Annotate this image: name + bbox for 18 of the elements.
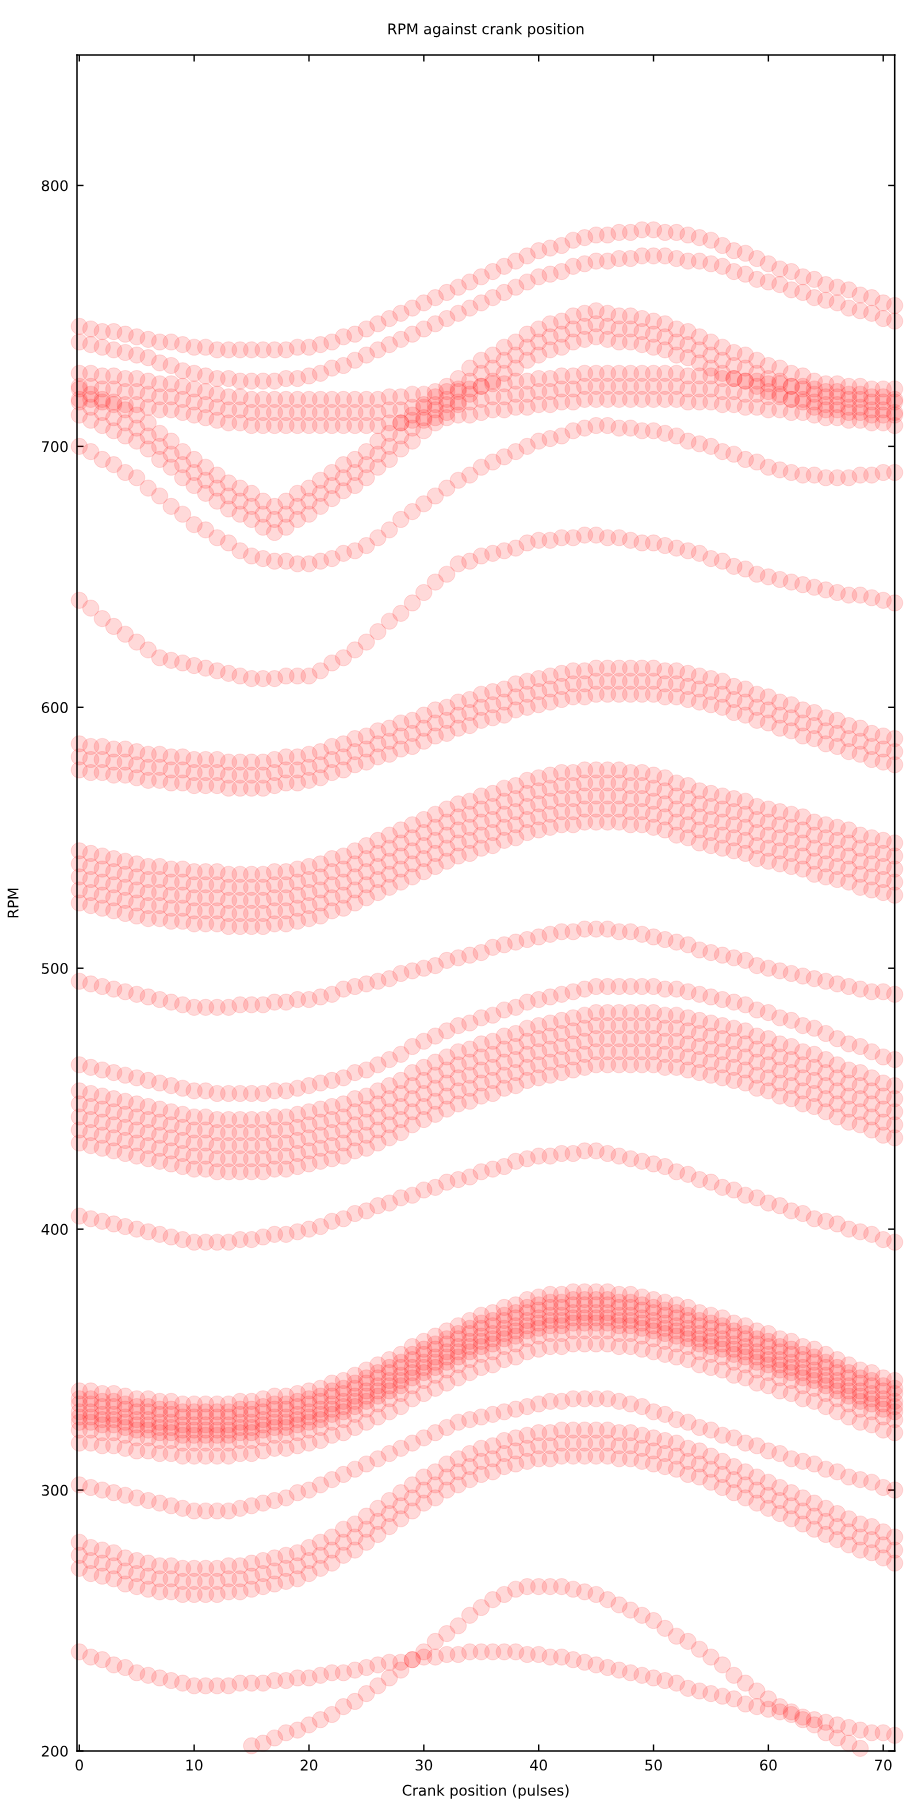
x-tick-label: 50 xyxy=(645,1759,662,1771)
x-tick-label: 30 xyxy=(415,1759,433,1771)
y-tick-label: 800 xyxy=(41,180,68,192)
x-tick-label: 70 xyxy=(875,1759,892,1771)
y-tick-label: 300 xyxy=(41,1484,68,1496)
y-tick-label: 400 xyxy=(41,1223,68,1235)
y-tick-label: 500 xyxy=(41,962,68,974)
x-tick-label: 0 xyxy=(75,1759,83,1771)
x-tick-label: 60 xyxy=(760,1759,777,1771)
y-tick-label: 600 xyxy=(41,702,68,714)
y-tick-label: 200 xyxy=(41,1745,68,1757)
x-tick-label: 10 xyxy=(186,1759,203,1771)
x-tick-label: 20 xyxy=(300,1759,318,1771)
x-axis-title: Crank position (pulses) xyxy=(402,1784,569,1799)
y-axis-title: RPM xyxy=(7,888,19,918)
y-tick-label: 700 xyxy=(42,441,68,453)
chart-title: RPM against crank position xyxy=(388,23,584,38)
x-tick-label: 40 xyxy=(530,1759,547,1771)
